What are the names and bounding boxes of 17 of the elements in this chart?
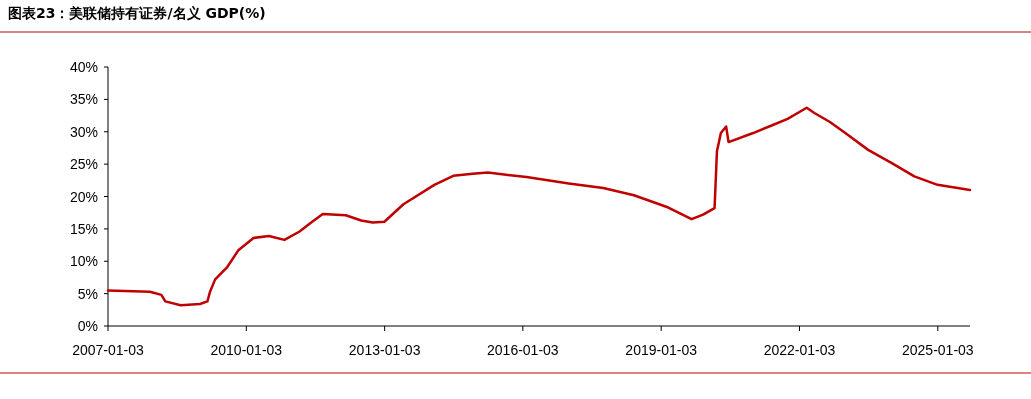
y-tick-label: 35% (69, 91, 98, 108)
y-tick-label: 15% (69, 220, 98, 237)
y-tick-label: 5% (77, 285, 98, 302)
x-tick-label: 2022-01-03 (763, 342, 836, 358)
x-tick-label: 2025-01-03 (902, 342, 974, 358)
title: 图表23：美联储持有证券/名义 GDP(%) (8, 5, 266, 21)
y-tick-label: 20% (69, 188, 98, 205)
x-tick-label: 2019-01-03 (625, 342, 698, 358)
x-tick-label: 2013-01-03 (348, 342, 421, 358)
y-tick-label: 0% (77, 318, 98, 334)
y-tick-label: 25% (69, 156, 98, 173)
x-tick-label: 2007-01-03 (72, 342, 145, 358)
y-tick-label: 30% (69, 123, 98, 140)
y-tick-label: 40% (69, 59, 98, 75)
x-tick-label: 2010-01-03 (210, 342, 283, 358)
y-tick-label: 10% (69, 253, 98, 270)
x-tick-label: 2016-01-03 (487, 342, 559, 358)
